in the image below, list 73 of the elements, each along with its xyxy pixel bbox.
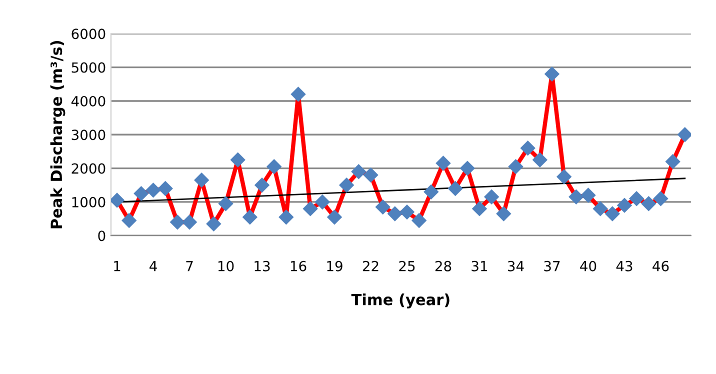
point (460, 160, 476, 176)
y-tick-label: 4000 (71, 96, 106, 106)
point (653, 190, 668, 206)
point (399, 204, 415, 220)
x-tick-label: 7 (186, 261, 193, 272)
point (604, 206, 620, 222)
point (616, 198, 632, 213)
x-tick-label: 1 (114, 261, 120, 272)
point (424, 184, 439, 200)
point (628, 190, 644, 206)
x-tick-label: 46 (652, 260, 669, 272)
y-tick-label: 2000 (72, 163, 106, 174)
point (568, 189, 584, 205)
point (278, 210, 294, 225)
point (134, 186, 149, 202)
point (580, 188, 596, 203)
x-tick-label: 16 (290, 260, 306, 272)
point (338, 178, 354, 193)
point (351, 164, 366, 180)
point (520, 140, 536, 156)
point (218, 196, 234, 212)
y-tick-label: 1000 (72, 196, 106, 208)
x-tick-label: 40 (580, 260, 596, 272)
point (436, 156, 451, 171)
point (448, 180, 463, 196)
point (206, 216, 222, 232)
x-tick-label: 22 (362, 260, 378, 272)
x-tick-label: 19 (327, 260, 342, 272)
y-tick-label: 0 (98, 230, 106, 242)
point (146, 182, 161, 198)
point (556, 169, 572, 184)
x-tick-label: 43 (616, 260, 632, 272)
y-tick-label: 3000 (72, 130, 106, 140)
y-tick-label: 6000 (72, 28, 106, 40)
x-tick-label: 37 (544, 260, 560, 272)
y-axis-title: Peak Discharge (m³/s) (50, 40, 66, 228)
point (508, 159, 524, 174)
x-tick-label: 31 (472, 260, 488, 272)
point (182, 214, 198, 230)
point (532, 152, 548, 168)
point (254, 178, 270, 193)
x-tick-label: 13 (254, 260, 270, 272)
point (158, 180, 173, 196)
x-tick-label: 25 (399, 260, 415, 272)
point (387, 206, 403, 222)
point (121, 212, 137, 228)
point (110, 192, 125, 208)
point (242, 210, 258, 225)
x-tick-label: 4 (150, 261, 157, 272)
point (230, 152, 246, 168)
point (326, 210, 342, 225)
point (496, 206, 512, 222)
point (472, 201, 488, 216)
point (375, 199, 390, 215)
x-tick-label: 34 (508, 260, 524, 272)
point (665, 154, 680, 170)
point (290, 86, 306, 102)
point (302, 201, 318, 216)
point (194, 172, 210, 188)
x-axis-title: Time (year) (351, 294, 450, 308)
point (411, 212, 427, 228)
point (544, 66, 560, 82)
x-tick-label: 28 (435, 260, 452, 272)
point (641, 196, 656, 212)
point (314, 194, 330, 210)
point (484, 189, 500, 205)
point (592, 201, 608, 216)
x-tick-label: 10 (218, 260, 234, 272)
y-tick-label: 5000 (72, 62, 106, 73)
point (363, 167, 378, 183)
point (170, 214, 186, 230)
point (266, 159, 282, 174)
point (677, 127, 691, 142)
